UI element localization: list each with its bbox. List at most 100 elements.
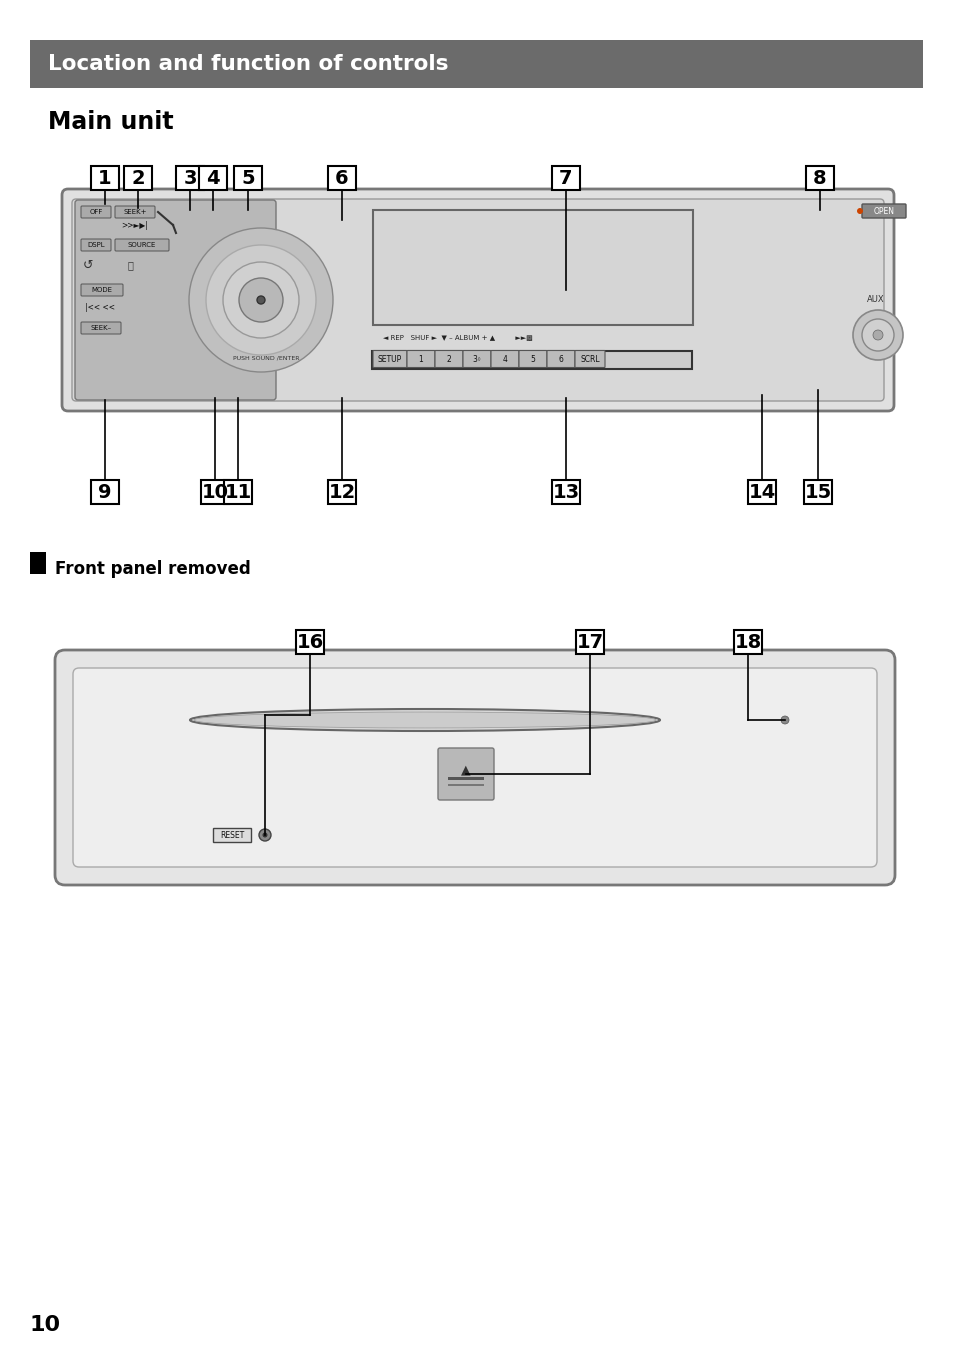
Bar: [328, 480, 355, 504]
FancyBboxPatch shape: [115, 239, 169, 251]
Text: 3◦: 3◦: [472, 354, 481, 364]
Text: 18: 18: [734, 633, 760, 652]
Circle shape: [781, 717, 788, 725]
FancyBboxPatch shape: [435, 350, 462, 368]
FancyBboxPatch shape: [62, 189, 893, 411]
Circle shape: [239, 279, 283, 322]
Text: OPEN: OPEN: [873, 207, 894, 215]
FancyBboxPatch shape: [437, 748, 494, 800]
Text: SCRL: SCRL: [579, 354, 599, 364]
Bar: [747, 480, 775, 504]
Text: ↺: ↺: [83, 258, 93, 272]
Text: 10: 10: [201, 483, 229, 502]
Text: 5: 5: [241, 169, 254, 188]
Bar: [552, 480, 579, 504]
Text: SEEK+: SEEK+: [123, 210, 147, 215]
Text: 🔍: 🔍: [127, 260, 132, 270]
FancyBboxPatch shape: [81, 284, 123, 296]
Text: SETUP: SETUP: [377, 354, 402, 364]
FancyBboxPatch shape: [518, 350, 546, 368]
Bar: [576, 630, 603, 654]
Text: 10: 10: [30, 1315, 61, 1334]
Text: SOURCE: SOURCE: [128, 242, 156, 247]
FancyBboxPatch shape: [373, 350, 407, 368]
Bar: [233, 166, 262, 191]
Text: 1: 1: [418, 354, 423, 364]
FancyBboxPatch shape: [862, 204, 905, 218]
Ellipse shape: [193, 713, 656, 727]
Text: 1: 1: [98, 169, 112, 188]
FancyBboxPatch shape: [115, 206, 154, 218]
Bar: [448, 784, 483, 786]
Text: 12: 12: [328, 483, 355, 502]
Bar: [224, 480, 252, 504]
Text: 6: 6: [335, 169, 349, 188]
Circle shape: [189, 228, 333, 372]
Circle shape: [852, 310, 902, 360]
Bar: [213, 827, 251, 842]
Bar: [175, 166, 204, 191]
Text: 7: 7: [558, 169, 572, 188]
Bar: [328, 166, 355, 191]
Text: 13: 13: [552, 483, 579, 502]
Text: >>►▶|: >>►▶|: [121, 220, 149, 230]
FancyBboxPatch shape: [75, 200, 275, 400]
FancyBboxPatch shape: [81, 322, 121, 334]
Circle shape: [206, 245, 315, 356]
Text: AUX: AUX: [866, 296, 883, 304]
Text: OFF: OFF: [90, 210, 103, 215]
Bar: [201, 480, 229, 504]
Bar: [373, 210, 692, 324]
Circle shape: [862, 319, 893, 352]
Text: ◄ REP   SHUF ►  ▼ – ALBUM + ▲         ►►▩: ◄ REP SHUF ► ▼ – ALBUM + ▲ ►►▩: [382, 334, 532, 339]
Bar: [448, 777, 483, 780]
Bar: [733, 630, 761, 654]
Text: 9: 9: [98, 483, 112, 502]
Text: Location and function of controls: Location and function of controls: [48, 54, 448, 74]
Text: Main unit: Main unit: [48, 110, 173, 134]
Bar: [552, 166, 579, 191]
Bar: [91, 480, 119, 504]
Text: 2: 2: [446, 354, 451, 364]
Text: 2: 2: [132, 169, 145, 188]
Text: 14: 14: [747, 483, 775, 502]
Text: 17: 17: [576, 633, 603, 652]
Circle shape: [262, 833, 267, 837]
Circle shape: [258, 829, 271, 841]
FancyBboxPatch shape: [546, 350, 575, 368]
Circle shape: [223, 262, 298, 338]
Text: |<< <<: |<< <<: [85, 303, 115, 311]
Text: SEEK–: SEEK–: [91, 324, 112, 331]
Text: 8: 8: [812, 169, 826, 188]
FancyBboxPatch shape: [462, 350, 491, 368]
Bar: [91, 166, 119, 191]
Bar: [805, 166, 833, 191]
Text: 15: 15: [803, 483, 831, 502]
Text: Front panel removed: Front panel removed: [55, 560, 251, 579]
Bar: [30, 41, 923, 88]
FancyBboxPatch shape: [491, 350, 518, 368]
Text: 5: 5: [530, 354, 535, 364]
Text: PUSH SOUND /ENTER: PUSH SOUND /ENTER: [233, 356, 299, 361]
Bar: [372, 352, 691, 369]
FancyBboxPatch shape: [81, 206, 111, 218]
Text: DSPL: DSPL: [87, 242, 105, 247]
Text: 4: 4: [206, 169, 219, 188]
Circle shape: [856, 208, 862, 214]
Bar: [295, 630, 324, 654]
Text: MODE: MODE: [91, 287, 112, 293]
FancyBboxPatch shape: [73, 668, 876, 867]
Bar: [199, 166, 227, 191]
FancyBboxPatch shape: [71, 199, 883, 402]
Text: 11: 11: [224, 483, 252, 502]
Text: 16: 16: [296, 633, 323, 652]
Text: RESET: RESET: [219, 830, 244, 840]
Text: 4: 4: [502, 354, 507, 364]
FancyBboxPatch shape: [81, 239, 111, 251]
Circle shape: [256, 296, 265, 304]
Bar: [30, 552, 46, 575]
Circle shape: [872, 330, 882, 339]
Text: ▲: ▲: [460, 764, 471, 776]
Bar: [803, 480, 831, 504]
FancyBboxPatch shape: [55, 650, 894, 886]
